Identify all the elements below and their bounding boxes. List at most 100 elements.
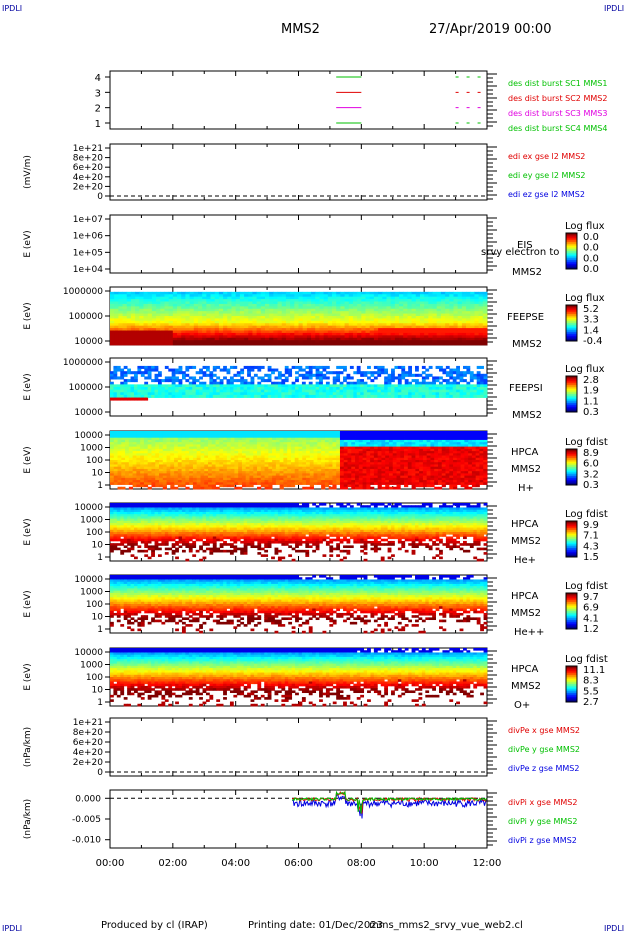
heat-cell [432,306,438,310]
heat-cell [301,368,306,372]
heat-cell [305,394,310,398]
heat-cell [168,392,173,396]
heat-cell [185,477,190,481]
heat-cell [122,323,128,327]
heat-cell [147,296,153,300]
heat-cell [238,460,243,463]
heat-cell [257,466,262,470]
heat-cell [285,303,291,307]
heat-cell [193,323,199,327]
heat-cell [249,466,254,470]
heat-cell [361,330,366,334]
heat-cell [177,335,182,339]
heat-cell [277,301,283,305]
heat-cell [264,303,270,307]
heat-cell [226,466,232,470]
heat-cell [418,394,423,398]
heat-cell [283,451,288,454]
heat-cell [174,448,179,452]
heat-cell [171,381,176,385]
heat-cell [219,448,224,452]
heat-cell [394,318,400,322]
heat-cell [164,320,170,324]
heat-cell [309,451,314,454]
heat-cell [285,306,291,310]
heat-cell [380,365,385,369]
heat-cell [442,371,447,375]
heat-cell [223,387,227,391]
heat-cell [125,442,130,445]
heat-cell [281,342,287,346]
heat-cell [457,306,463,310]
heat-cell [239,306,245,310]
heat-cell [260,442,265,445]
heat-cell [253,446,258,450]
heat-cell [339,468,345,472]
heat-cell [373,376,378,380]
heat-cell [137,392,142,396]
heat-cell [290,299,295,302]
heat-cell [257,482,262,485]
heat-cell [474,306,480,310]
heat-cell [230,460,235,463]
heat-cell [159,437,164,441]
heat-cell [130,306,136,310]
heat-cell [155,455,160,459]
heat-cell [478,311,484,314]
heat-cell [257,442,262,445]
heat-cell [110,373,114,377]
heat-cell [196,480,201,483]
heat-cell [245,484,250,488]
heat-cell [117,455,122,459]
heat-cell [260,464,265,468]
heat-cell [432,294,438,298]
series-label: edi ez gse l2 MMS2 [508,190,585,199]
heat-cell [243,389,248,393]
heat-cell [193,340,199,343]
heat-cell [257,435,262,439]
heat-cell [166,468,171,472]
heat-cell [309,486,314,490]
heat-cell [195,384,200,388]
heat-cell [397,384,402,388]
heat-cell [244,299,249,302]
heat-cell [298,323,304,327]
heat-cell [260,301,266,305]
heat-cell [210,299,216,302]
heat-cell [223,464,228,468]
heat-cell [170,484,175,488]
heat-cell [315,394,320,398]
heat-cell [279,477,284,481]
heat-cell [279,460,284,463]
heat-cell [260,451,265,454]
heat-cell [113,482,118,485]
heat-cell [110,342,115,346]
heat-cell [380,368,385,372]
heat-cell [315,299,320,302]
heat-cell [223,301,228,305]
heat-cell [281,387,286,391]
heat-cell [482,316,488,319]
heat-cell [209,392,214,396]
heat-cell [285,296,291,300]
heat-cell [177,444,183,448]
heat-cell [428,373,433,377]
heat-cell [199,387,203,391]
heat-cell [143,482,149,485]
heat-cell [453,306,459,310]
heat-cell [248,318,253,322]
heat-cell [407,330,412,334]
heat-cell [185,291,190,295]
heat-cell [156,301,161,305]
heat-cell [340,320,345,324]
heat-cell [478,342,484,346]
heat-cell [306,311,312,314]
heat-cell [309,468,314,472]
heat-cell [156,311,161,314]
heat-cell [181,453,186,456]
heat-cell [256,332,262,336]
heat-cell [283,448,288,452]
corner-mark-bl: IPDLI [2,924,23,933]
heat-cell [188,389,193,393]
heat-cell [185,448,190,452]
